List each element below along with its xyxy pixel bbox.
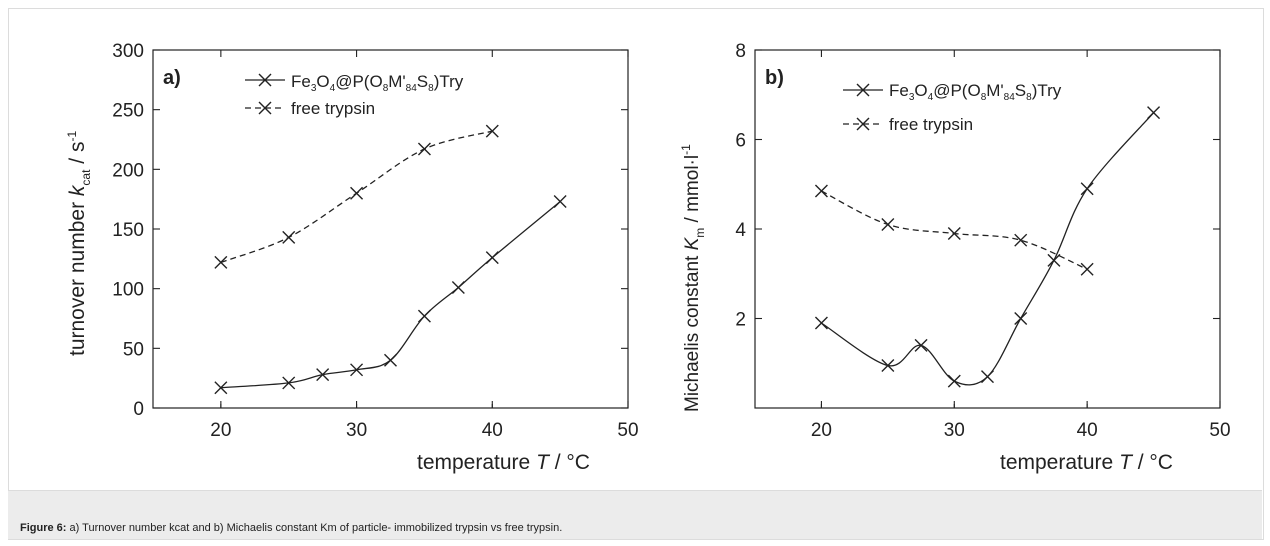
x-axis-label-a: temperature T / °C: [417, 451, 590, 474]
data-point-b-s1-6: [1047, 253, 1061, 267]
data-point-a-s1-5: [417, 309, 431, 323]
legend-b-dashed-marker: [856, 117, 870, 131]
panel-label-a: a): [163, 67, 181, 89]
data-point-a-s2-0: [214, 255, 228, 269]
legend-a-dashed-marker: [258, 101, 272, 115]
data-point-a-s2-3: [417, 142, 431, 156]
x-axis-label-b: temperature T / °C: [1000, 451, 1173, 474]
y-tick-label-a-0: 0: [133, 399, 144, 420]
legend-b: Fe3O4@P(O8M'84S8)Try free trypsin: [843, 81, 1062, 134]
y-tick-label-b-0: 2: [735, 310, 746, 331]
data-point-b-s2-3: [1014, 233, 1028, 247]
data-point-a-s1-6: [451, 280, 465, 294]
data-point-a-s1-4: [384, 353, 397, 367]
legend-a-solid-marker: [258, 73, 272, 87]
panel-label-b: b): [765, 67, 784, 89]
y-tick-label-b-2: 6: [735, 131, 746, 152]
data-point-a-s1-2: [316, 368, 330, 382]
legend-b-solid-marker: [856, 83, 870, 97]
caption-label: Figure 6:: [20, 522, 67, 534]
series-line-b-2: [821, 190, 1088, 270]
x-tick-label-b-3: 50: [1209, 420, 1230, 441]
y-tick-label-a-6: 300: [112, 41, 144, 62]
series-line-a-2: [220, 130, 493, 264]
x-tick-label-a-3: 50: [617, 420, 638, 441]
figure-frame: [8, 8, 1264, 540]
legend-b-series-1: Fe3O4@P(O8M'84S8)Try: [889, 81, 1062, 103]
y-tick-label-b-1: 4: [735, 220, 746, 241]
y-axis-label-b: Michaelis constant Km / mmol·l-1: [679, 144, 707, 412]
y-tick-label-a-5: 250: [112, 101, 144, 122]
data-point-b-s2-0: [814, 184, 828, 198]
data-point-a-s2-4: [485, 124, 499, 138]
data-point-b-s1-1: [881, 358, 895, 372]
data-point-a-s1-7: [485, 251, 499, 265]
data-point-a-s1-0: [214, 381, 228, 395]
data-point-b-s1-2: [914, 338, 928, 352]
chart-panel-a: 20 30 40 50 0 50 100 150 200 250 300 a) Fe3O4@P(O8…: [65, 41, 639, 474]
data-point-a-s1-1: [282, 376, 296, 390]
data-point-b-s1-7: [1080, 182, 1094, 196]
data-point-a-s1-8: [553, 195, 567, 209]
caption-text: a) Turnover number kcat and b) Michaelis…: [69, 522, 563, 534]
legend-b-series-2: free trypsin: [889, 115, 973, 134]
data-point-b-s2-1: [881, 218, 895, 232]
y-tick-label-a-4: 200: [112, 160, 144, 181]
data-point-b-s1-5: [1014, 312, 1028, 325]
plot-frame-a: [152, 49, 629, 409]
data-point-a-s2-2: [350, 186, 364, 200]
y-tick-label-a-2: 100: [112, 280, 144, 301]
figure-caption: Figure 6: a) Turnover number kcat and b)…: [20, 522, 562, 534]
x-tick-label-b-1: 30: [944, 420, 965, 441]
chart-panel-b: 20 30 40 50 2 4 6 8 b) Fe3O4@P(O8M'84S8)Try fre…: [679, 41, 1231, 474]
data-point-b-s2-2: [947, 226, 961, 240]
caption-bar: [8, 490, 1262, 539]
plot-frame-b: [754, 49, 1221, 409]
x-tick-label-a-2: 40: [482, 420, 503, 441]
y-tick-label-a-1: 50: [123, 339, 144, 360]
legend-a: Fe3O4@P(O8M'84S8)Try free trypsin: [245, 72, 464, 118]
x-tick-label-b-0: 20: [811, 420, 832, 441]
data-point-b-s1-4: [981, 370, 994, 384]
data-point-b-s1-8: [1147, 106, 1161, 120]
data-point-a-s1-3: [350, 363, 364, 377]
data-point-b-s1-0: [814, 316, 828, 330]
y-tick-label-a-3: 150: [112, 220, 144, 241]
x-tick-label-a-0: 20: [210, 420, 231, 441]
data-point-a-s2-1: [282, 230, 296, 244]
y-axis-label-a: turnover number kcat / s-1: [65, 131, 93, 356]
series-line-b-1: [821, 112, 1155, 386]
legend-a-series-2: free trypsin: [291, 99, 375, 118]
y-tick-label-b-3: 8: [735, 41, 746, 62]
legend-a-series-1: Fe3O4@P(O8M'84S8)Try: [291, 72, 464, 94]
x-tick-label-b-2: 40: [1077, 420, 1098, 441]
data-point-b-s1-3: [947, 374, 961, 388]
data-point-b-s2-4: [1080, 262, 1094, 276]
x-tick-label-a-1: 30: [346, 420, 367, 441]
